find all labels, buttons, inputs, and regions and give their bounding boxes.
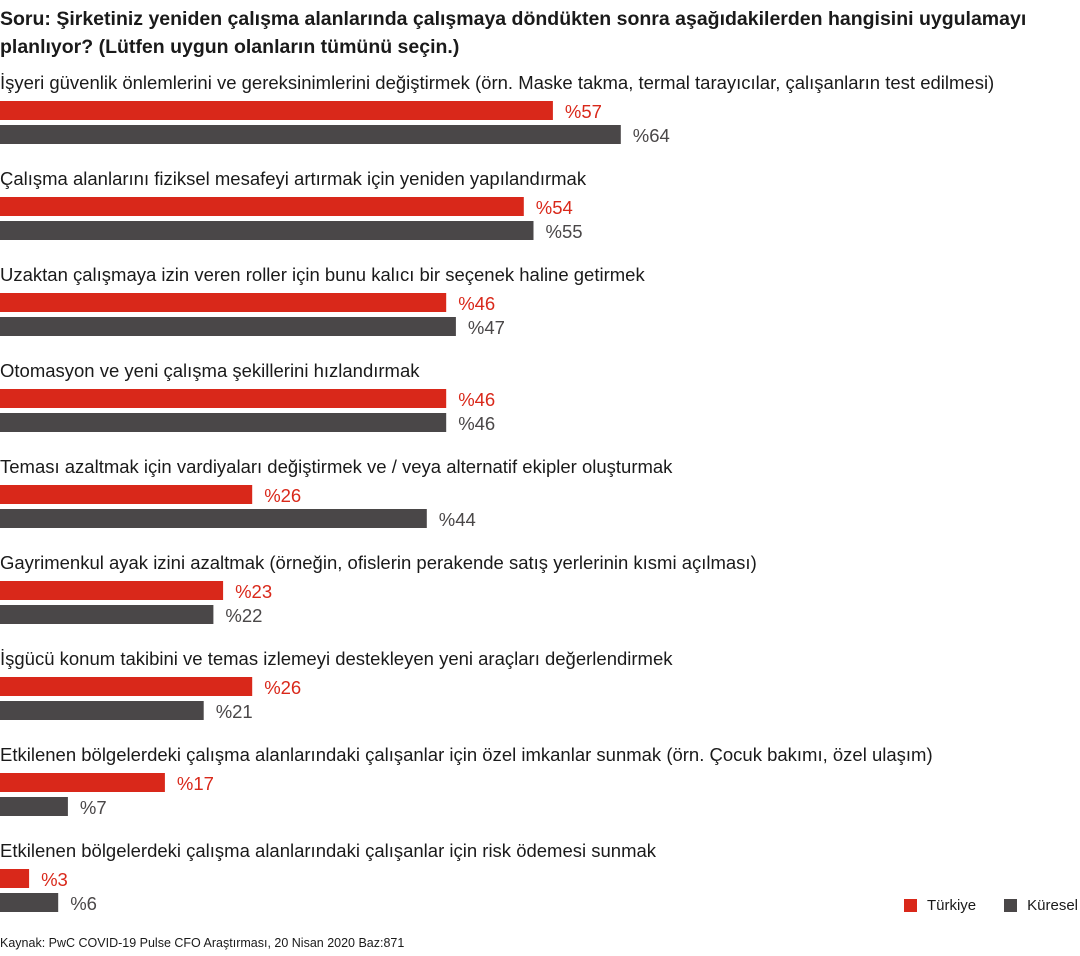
value-label-kuresel: %55 bbox=[546, 221, 583, 242]
value-label-turkiye: %46 bbox=[458, 293, 495, 314]
bar-turkiye bbox=[0, 101, 553, 120]
bar-turkiye bbox=[0, 773, 165, 792]
category-label: Otomasyon ve yeni çalışma şekillerini hı… bbox=[0, 360, 420, 381]
legend-item-turkiye: Türkiye bbox=[903, 897, 977, 914]
value-label-kuresel: %47 bbox=[468, 317, 505, 338]
bar-kuresel bbox=[0, 893, 59, 912]
value-label-kuresel: %7 bbox=[80, 797, 107, 818]
category-label: Etkilenen bölgelerdeki çalışma alanların… bbox=[0, 744, 933, 765]
category-label: İşgücü konum takibini ve temas izlemeyi … bbox=[0, 648, 673, 669]
bar-kuresel bbox=[0, 317, 456, 336]
bar-turkiye bbox=[0, 677, 253, 696]
chart-title: Soru: Şirketiniz yeniden çalışma alanlar… bbox=[0, 8, 1027, 58]
bar-kuresel bbox=[0, 125, 621, 144]
value-label-turkiye: %26 bbox=[264, 485, 301, 506]
value-label-turkiye: %3 bbox=[41, 869, 68, 890]
legend-item-kuresel: Küresel bbox=[1004, 897, 1078, 914]
legend-swatch-turkiye bbox=[903, 899, 917, 912]
bar-kuresel bbox=[0, 221, 534, 240]
value-label-kuresel: %22 bbox=[225, 605, 262, 626]
value-label-turkiye: %26 bbox=[264, 677, 301, 698]
legend-swatch-kuresel bbox=[1004, 899, 1018, 912]
category-label: Uzaktan çalışmaya izin veren roller için… bbox=[0, 264, 645, 285]
legend-label-turkiye: Türkiye bbox=[926, 897, 977, 914]
value-label-turkiye: %23 bbox=[235, 581, 272, 602]
category-label: İşyeri güvenlik önlemlerini ve gereksini… bbox=[0, 72, 994, 93]
value-label-kuresel: %44 bbox=[439, 509, 476, 530]
category-label: Gayrimenkul ayak izini azaltmak (örneğin… bbox=[0, 552, 757, 573]
bar-turkiye bbox=[0, 389, 447, 408]
value-label-turkiye: %46 bbox=[458, 389, 495, 410]
bar-turkiye bbox=[0, 485, 253, 504]
value-label-kuresel: %21 bbox=[216, 701, 253, 722]
legend: Türkiye Küresel bbox=[903, 897, 1078, 914]
value-label-kuresel: %6 bbox=[70, 893, 97, 914]
bar-kuresel bbox=[0, 605, 214, 624]
bar-turkiye bbox=[0, 581, 224, 600]
bar-kuresel bbox=[0, 509, 427, 528]
bar-turkiye bbox=[0, 197, 524, 216]
value-label-kuresel: %64 bbox=[633, 125, 670, 146]
category-label: Çalışma alanlarını fiziksel mesafeyi art… bbox=[0, 168, 587, 189]
bar-kuresel bbox=[0, 701, 204, 720]
bar-kuresel bbox=[0, 797, 68, 816]
legend-label-kuresel: Küresel bbox=[1027, 897, 1078, 914]
value-label-turkiye: %17 bbox=[177, 773, 214, 794]
value-label-kuresel: %46 bbox=[458, 413, 495, 434]
source-note: Kaynak: PwC COVID-19 Pulse CFO Araştırma… bbox=[0, 936, 405, 950]
bar-turkiye bbox=[0, 293, 447, 312]
category-label: Teması azaltmak için vardiyaları değişti… bbox=[0, 456, 673, 477]
value-label-turkiye: %54 bbox=[536, 197, 573, 218]
bar-turkiye bbox=[0, 869, 30, 888]
category-label: Etkilenen bölgelerdeki çalışma alanların… bbox=[0, 840, 657, 861]
bar-kuresel bbox=[0, 413, 447, 432]
value-label-turkiye: %57 bbox=[565, 101, 602, 122]
